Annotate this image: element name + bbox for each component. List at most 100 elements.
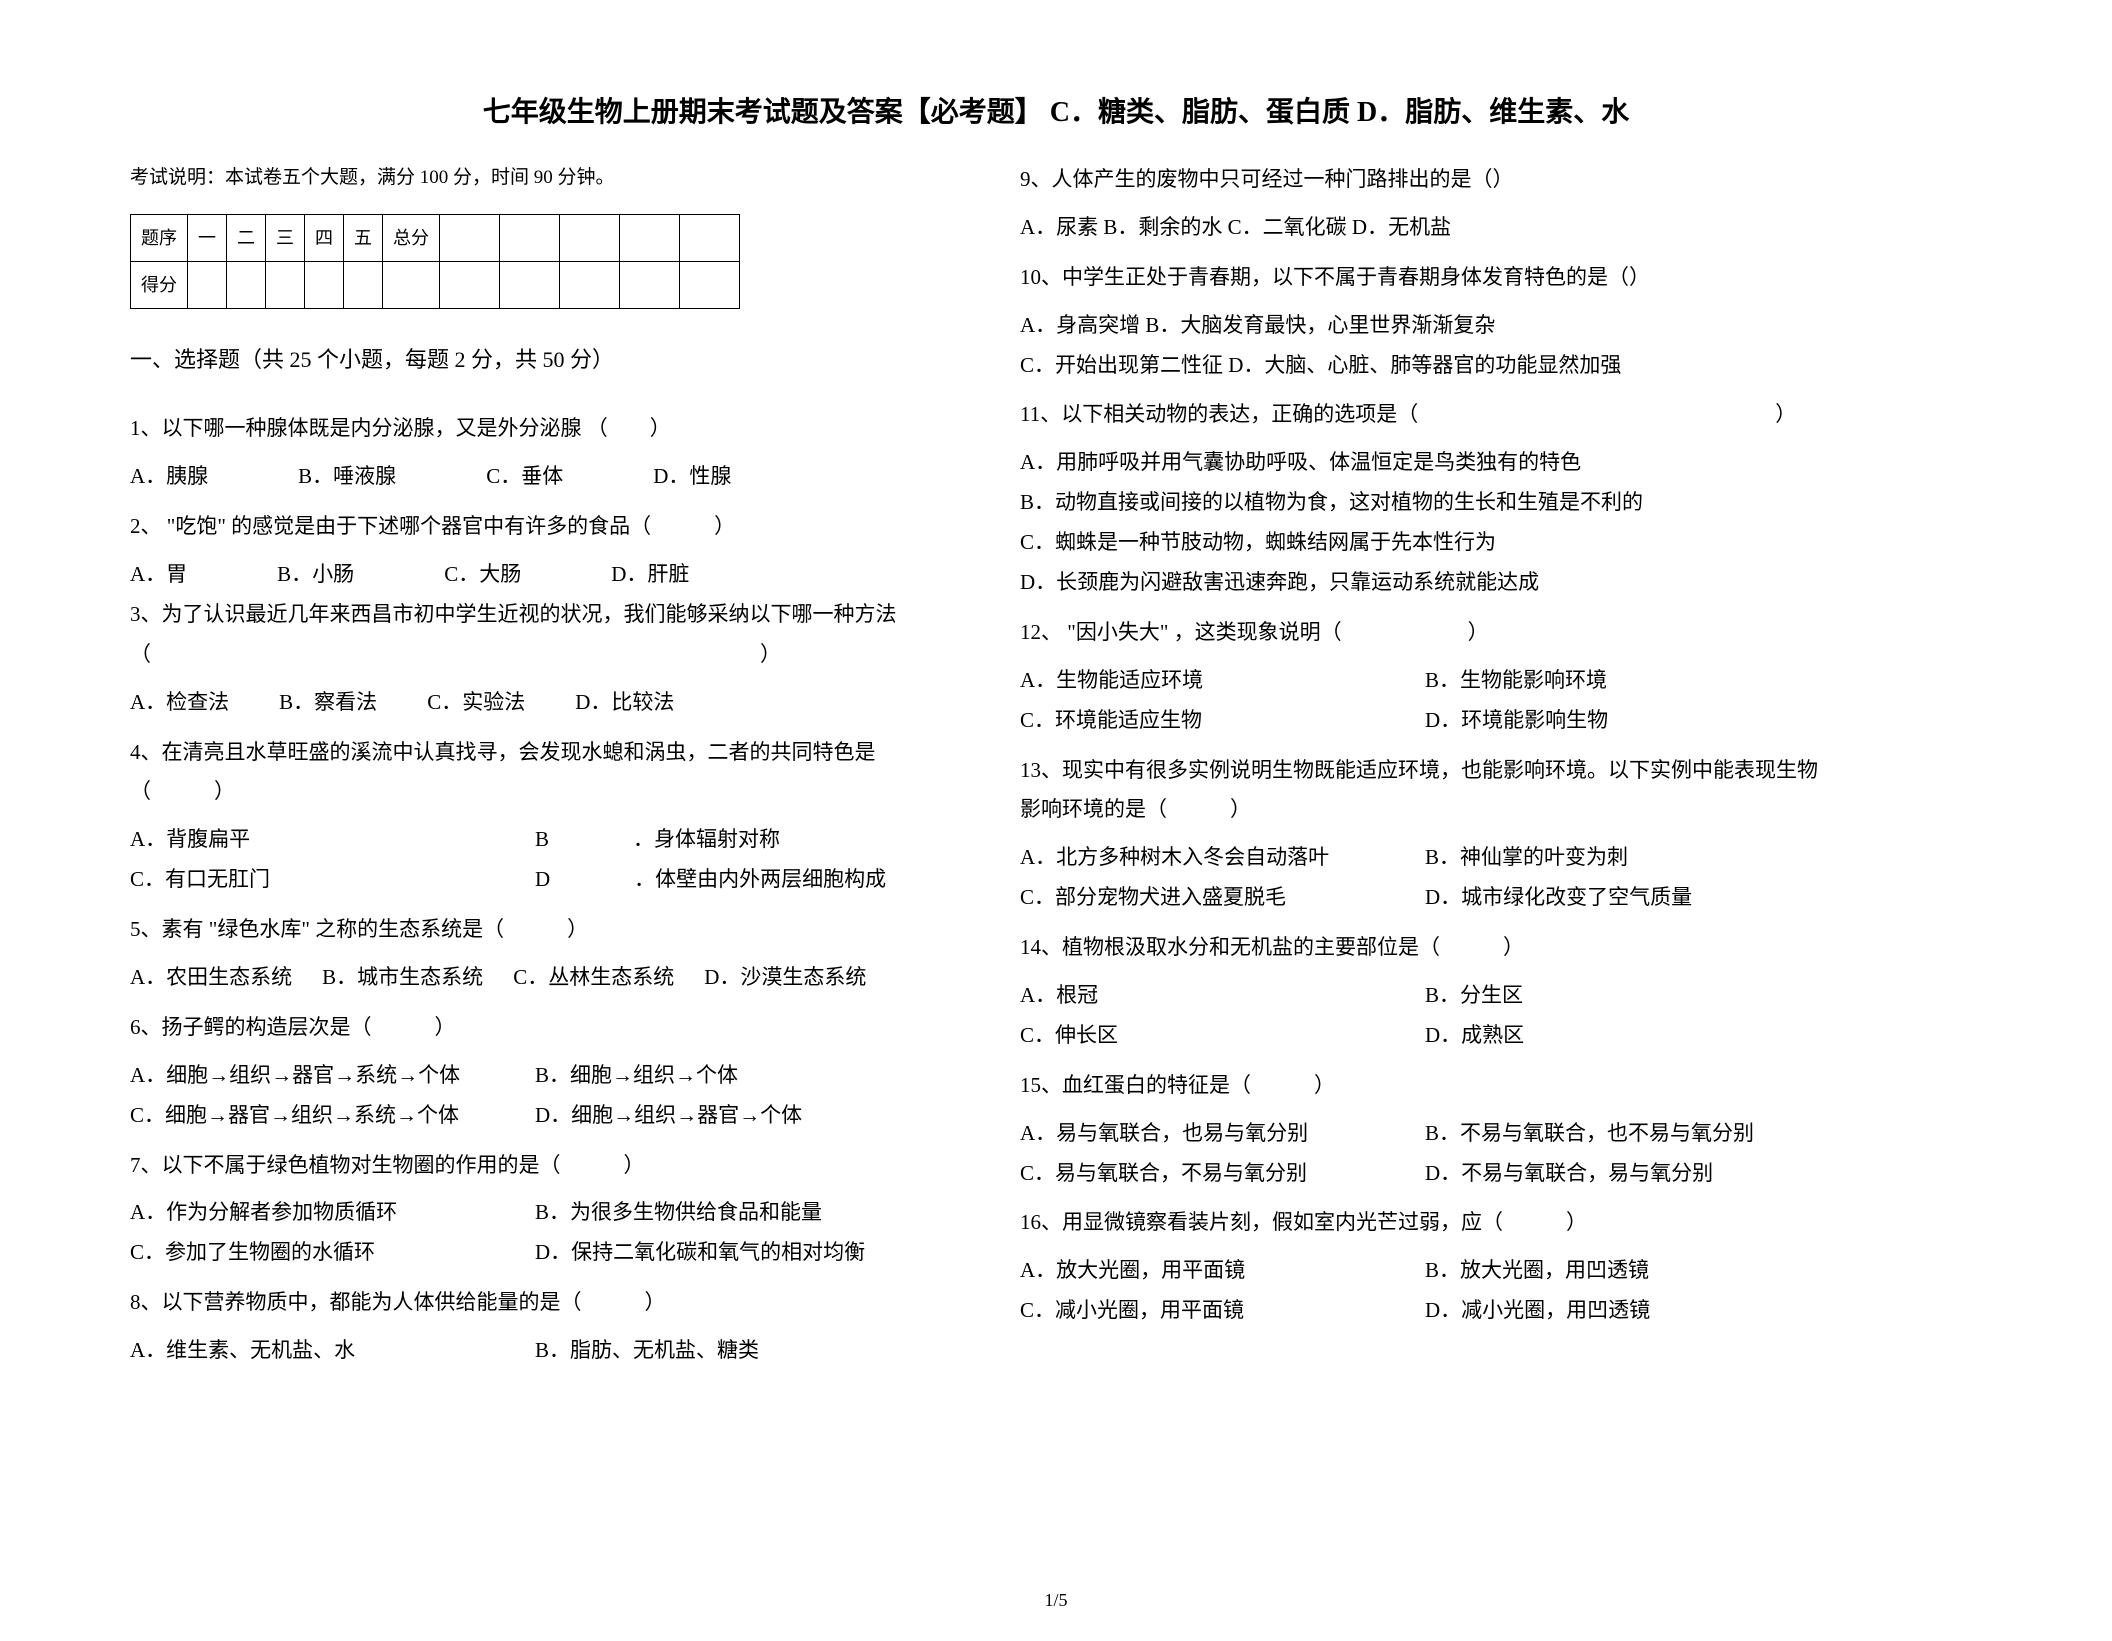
cell: 四 [305,215,344,262]
opt: C．伸长区 [1020,1016,1425,1056]
page-number: 1/5 [1044,1590,1067,1611]
opt: B．小肠 [277,555,354,595]
opt: D．不易与氧联合，易与氧分别 [1425,1154,1830,1194]
opt: B ．身体辐射对称 [535,820,940,860]
left-column: 考试说明：本试卷五个大题，满分 100 分，时间 90 分钟。 题序 一 二 三… [130,160,940,1381]
opt: B．察看法 [279,683,377,723]
opt: C．蜘蛛是一种节肢动物，蜘蛛结网属于先本性行为 [1020,523,1830,563]
opt: C．细胞→器官→组织→系统→个体 [130,1096,535,1136]
question-7: 7、以下不属于绿色植物对生物圈的作用的是（ ） [130,1146,940,1186]
cell [560,215,620,262]
cell: 一 [188,215,227,262]
table-row: 得分 [131,262,740,309]
opt: A．胰腺 [130,457,208,497]
opt: C．垂体 [486,457,563,497]
cell [266,262,305,309]
cell: 得分 [131,262,188,309]
opt: D．成熟区 [1425,1016,1830,1056]
opt: D．减小光圈，用凹透镜 [1425,1291,1830,1331]
opt: A．维生素、无机盐、水 [130,1331,535,1371]
cell: 二 [227,215,266,262]
question-9: 9、人体产生的废物中只可经过一种门路排出的是（） [1020,160,1830,200]
cell [500,215,560,262]
options-3: A．检查法 B．察看法 C．实验法 D．比较法 [130,683,940,723]
opt: B．不易与氧联合，也不易与氧分别 [1425,1114,1830,1154]
cell [560,262,620,309]
opt: C．部分宠物犬进入盛夏脱毛 [1020,878,1425,918]
opt: B．细胞→组织→个体 [535,1056,940,1096]
opt: B．唾液腺 [298,457,396,497]
opt: D．长颈鹿为闪避敌害迅速奔跑，只靠运动系统就能达成 [1020,563,1830,603]
question-14: 14、植物根汲取水分和无机盐的主要部位是（ ） [1020,928,1830,968]
question-10: 10、中学生正处于青春期，以下不属于青春期身体发育特色的是（） [1020,258,1830,298]
question-16: 16、用显微镜察看装片刻，假如室内光芒过弱，应（ ） [1020,1203,1830,1243]
options-6: A．细胞→组织→器官→系统→个体 B．细胞→组织→个体 C．细胞→器官→组织→系… [130,1056,940,1136]
question-4: 4、在清亮且水草旺盛的溪流中认真找寻，会发现水螅和涡虫，二者的共同特色是（ ） [130,733,940,813]
cell: 五 [344,215,383,262]
opt: A．农田生态系统 [130,958,292,998]
opt: B．生物能影响环境 [1425,661,1830,701]
question-8: 8、以下营养物质中，都能为人体供给能量的是（ ） [130,1283,940,1323]
opt: B．城市生态系统 [322,958,483,998]
question-15: 15、血红蛋白的特征是（ ） [1020,1066,1830,1106]
options-14: A．根冠 B．分生区 C．伸长区 D．成熟区 [1020,976,1830,1056]
opt: A．作为分解者参加物质循环 [130,1193,535,1233]
title-main: 七年级生物上册期末考试题及答案【必考题】 [483,97,1043,128]
cell [680,262,740,309]
options-2: A．胃 B．小肠 C．大肠 D．肝脏 [130,555,940,595]
exam-note: 考试说明：本试卷五个大题，满分 100 分，时间 90 分钟。 [130,160,940,196]
opt: B．为很多生物供给食品和能量 [535,1193,940,1233]
options-1: A．胰腺 B．唾液腺 C．垂体 D．性腺 [130,457,940,497]
opt: C．大肠 [444,555,521,595]
cell [188,262,227,309]
title-append: C．糖类、脂肪、蛋白质 D．脂肪、维生素、水 [1050,97,1629,128]
opt: A．北方多种树木入冬会自动落叶 [1020,838,1425,878]
cell [680,215,740,262]
opt: C．减小光圈，用平面镜 [1020,1291,1425,1331]
opt: A．细胞→组织→器官→系统→个体 [130,1056,535,1096]
opt: C．开始出现第二性征 D．大脑、心脏、肺等器官的功能显然加强 [1020,346,1830,386]
page-title: 七年级生物上册期末考试题及答案【必考题】 C．糖类、脂肪、蛋白质 D．脂肪、维生… [0,0,2112,160]
question-11: 11、以下相关动物的表达，正确的选项是（ ） [1020,395,1830,435]
opt: A．放大光圈，用平面镜 [1020,1251,1425,1291]
cell [500,262,560,309]
opt: C．实验法 [427,683,525,723]
cell [227,262,266,309]
question-13: 13、现实中有很多实例说明生物既能适应环境，也能影响环境。以下实例中能表现生物影… [1020,751,1830,831]
question-6: 6、扬子鳄的构造层次是（ ） [130,1008,940,1048]
options-8: A．维生素、无机盐、水 B．脂肪、无机盐、糖类 [130,1331,940,1371]
opt: C．丛林生态系统 [513,958,674,998]
opt: B．分生区 [1425,976,1830,1016]
score-table: 题序 一 二 三 四 五 总分 得分 [130,214,740,309]
options-4: A．背腹扁平 B ．身体辐射对称 C．有口无肛门 D ．体壁由内外两层细胞构成 [130,820,940,900]
opt: A．易与氧联合，也易与氧分别 [1020,1114,1425,1154]
cell: 题序 [131,215,188,262]
options-15: A．易与氧联合，也易与氧分别 B．不易与氧联合，也不易与氧分别 C．易与氧联合，… [1020,1114,1830,1194]
opt: D．细胞→组织→器官→个体 [535,1096,940,1136]
opt: D．肝脏 [611,555,689,595]
opt: D．沙漠生态系统 [704,958,866,998]
opt: D．城市绿化改变了空气质量 [1425,878,1830,918]
cell: 三 [266,215,305,262]
cell [620,215,680,262]
opt: C．环境能适应生物 [1020,701,1425,741]
opt: C．参加了生物圈的水循环 [130,1233,535,1273]
question-3: 3、为了认识最近几年来西昌市初中学生近视的状况，我们能够采纳以下哪一种方法（ ） [130,595,940,675]
opt: A．胃 [130,555,187,595]
options-7: A．作为分解者参加物质循环 B．为很多生物供给食品和能量 C．参加了生物圈的水循… [130,1193,940,1273]
cell: 总分 [383,215,440,262]
options-16: A．放大光圈，用平面镜 B．放大光圈，用凹透镜 C．减小光圈，用平面镜 D．减小… [1020,1251,1830,1331]
opt: A．根冠 [1020,976,1425,1016]
options-5: A．农田生态系统 B．城市生态系统 C．丛林生态系统 D．沙漠生态系统 [130,958,940,998]
question-12: 12、 "因小失大" ，这类现象说明（ ） [1020,613,1830,653]
table-row: 题序 一 二 三 四 五 总分 [131,215,740,262]
question-2: 2、 "吃饱" 的感觉是由于下述哪个器官中有许多的食品（ ） [130,507,940,547]
options-11: A．用肺呼吸并用气囊协助呼吸、体温恒定是鸟类独有的特色 B．动物直接或间接的以植… [1020,443,1830,603]
cell [305,262,344,309]
opt: A．生物能适应环境 [1020,661,1425,701]
options-13: A．北方多种树木入冬会自动落叶 B．神仙掌的叶变为刺 C．部分宠物犬进入盛夏脱毛… [1020,838,1830,918]
cell [440,262,500,309]
question-5: 5、素有 "绿色水库" 之称的生态系统是（ ） [130,910,940,950]
cell [383,262,440,309]
opt: B．神仙掌的叶变为刺 [1425,838,1830,878]
